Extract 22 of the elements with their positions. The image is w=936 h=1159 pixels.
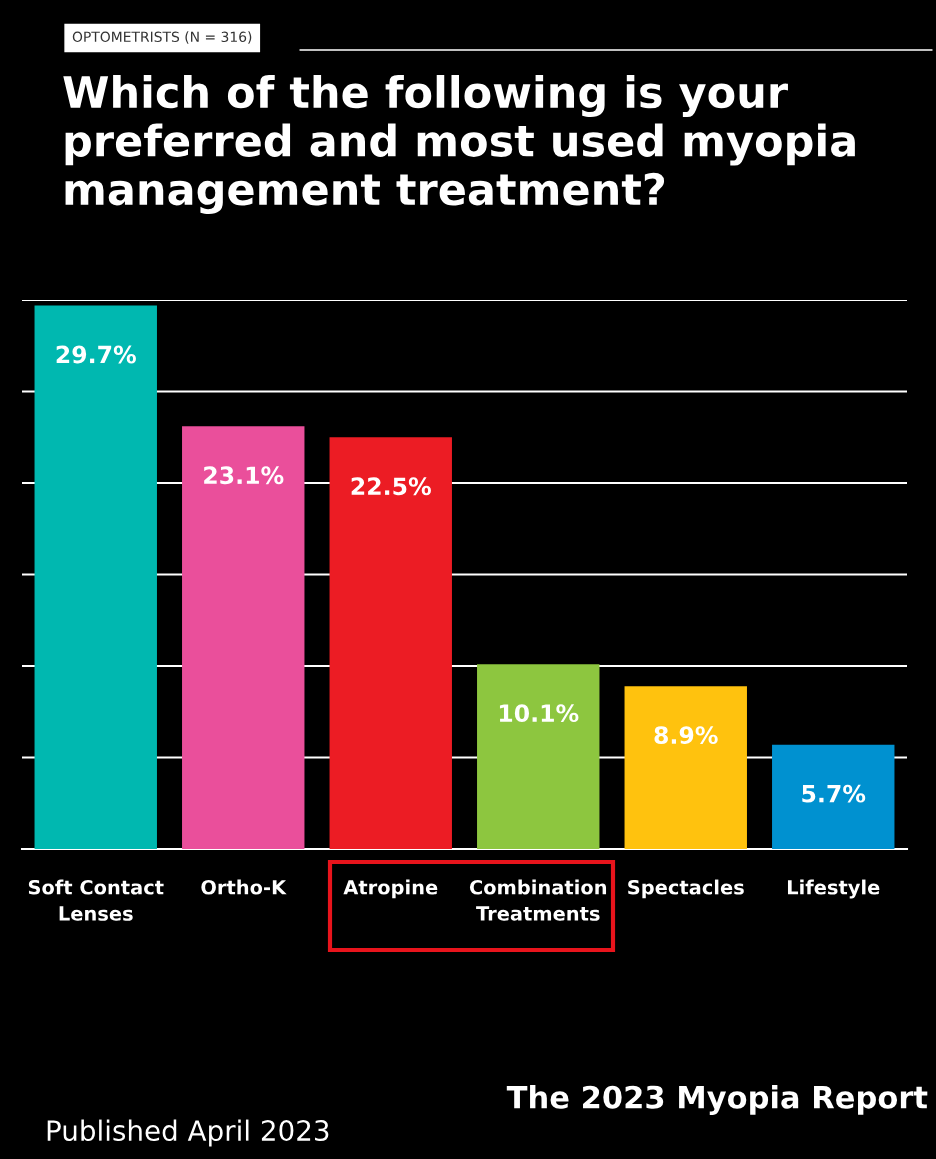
bar	[34, 305, 157, 849]
x-tick-label: Ortho-K	[201, 879, 287, 895]
chart-subtitle: OPTOMETRISTS (N = 316)	[72, 31, 252, 44]
x-tick-label: Atropine	[343, 879, 438, 899]
bar	[182, 426, 305, 849]
data-label: 5.7%	[802, 784, 866, 803]
data-label: 23.1%	[204, 466, 284, 485]
data-label: 29.7%	[56, 345, 136, 364]
bar	[477, 664, 600, 849]
bar	[772, 744, 895, 849]
bar	[624, 686, 747, 849]
x-tick-label: Spectacles	[628, 879, 744, 899]
text: The 2023 Myopia Report	[506, 1085, 928, 1115]
text: Published April 2023	[47, 1119, 329, 1147]
data-label: 8.9%	[654, 726, 718, 745]
bar	[329, 437, 452, 849]
x-tick-label: Lifestyle	[787, 879, 880, 899]
chart-title: Which of the following is your preferred and most used myopia management treatment?	[63, 75, 855, 215]
data-label: 10.1%	[499, 704, 579, 723]
x-tick-label: Combination Treatments	[469, 879, 607, 921]
data-label: 22.5%	[351, 477, 431, 496]
x-tick-label: Soft Contact Lenses	[28, 879, 164, 921]
